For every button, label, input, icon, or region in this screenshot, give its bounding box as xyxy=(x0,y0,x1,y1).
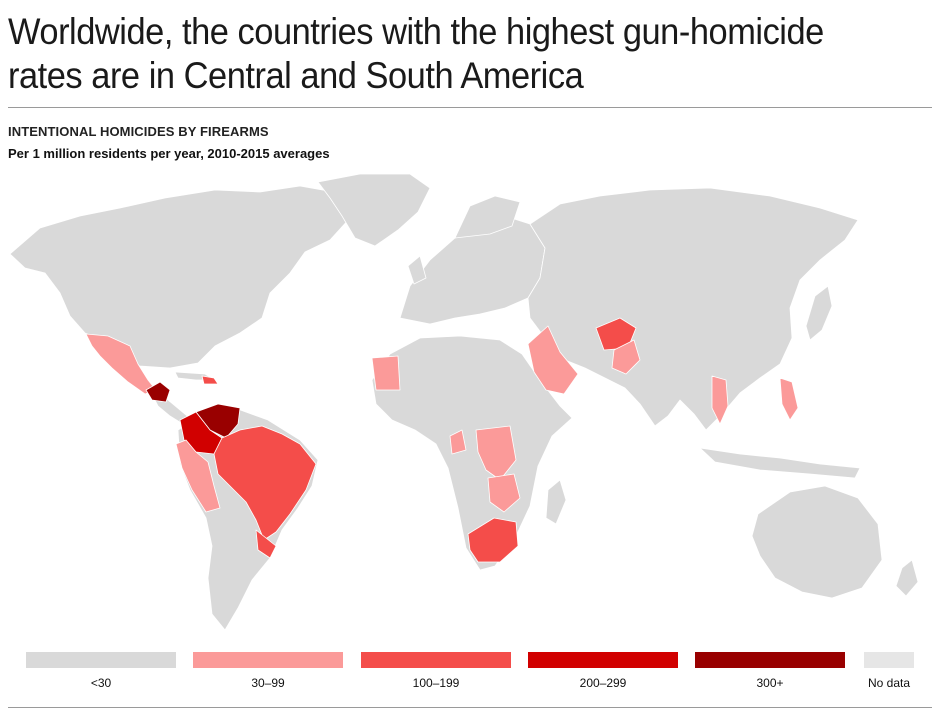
legend-label-100-199: 100–199 xyxy=(412,676,460,690)
world-map xyxy=(0,168,932,638)
region-indonesia xyxy=(699,447,861,479)
region-japan xyxy=(805,285,833,341)
highlighted-countries xyxy=(85,317,799,563)
legend-label-nodata: No data xyxy=(867,676,911,690)
legend: <30 30–99 100–199 200–299 300+ No data xyxy=(0,650,932,700)
divider xyxy=(8,107,932,108)
country-ecuador-peru xyxy=(175,439,221,513)
country-congo xyxy=(449,429,467,455)
region-asia xyxy=(527,187,859,431)
country-saudi-arabia xyxy=(527,325,579,395)
region-new-zealand xyxy=(895,559,919,597)
chart-subtitle: Per 1 million residents per year, 2010-2… xyxy=(8,146,330,161)
legend-label-200-299: 200–299 xyxy=(579,676,627,690)
legend-swatch-30-99 xyxy=(193,652,343,668)
chart-kicker: INTENTIONAL HOMICIDES BY FIREARMS xyxy=(8,124,269,139)
legend-swatch-100-199 xyxy=(361,652,511,668)
country-caribbean xyxy=(201,375,219,385)
country-paraguay-uruguay xyxy=(255,529,277,559)
country-mali-mauritania xyxy=(371,355,401,391)
region-north-america xyxy=(9,185,351,369)
country-south-africa xyxy=(467,517,519,563)
legend-label-30-99: 30–99 xyxy=(251,676,285,690)
country-afghanistan xyxy=(595,317,637,351)
region-australia xyxy=(751,485,883,599)
country-zimbabwe-mozambique xyxy=(487,473,521,513)
country-philippines xyxy=(779,377,799,421)
country-pakistan xyxy=(611,339,641,375)
landmass-base xyxy=(9,173,919,631)
legend-swatch-nodata xyxy=(864,652,914,668)
country-honduras xyxy=(145,381,171,403)
divider-bottom xyxy=(8,707,932,708)
region-africa xyxy=(371,335,573,571)
legend-swatch-200-299 xyxy=(528,652,678,668)
country-thailand xyxy=(711,375,729,425)
country-brazil xyxy=(213,425,317,541)
page-title: Worldwide, the countries with the highes… xyxy=(8,11,824,96)
legend-label-300plus: 300+ xyxy=(756,676,784,690)
region-madagascar xyxy=(545,479,567,525)
legend-swatch-lt30 xyxy=(26,652,176,668)
legend-label-lt30: <30 xyxy=(90,676,112,690)
region-greenland xyxy=(317,173,431,247)
legend-swatch-300plus xyxy=(695,652,845,668)
region-uk xyxy=(407,255,427,285)
region-scandinavia xyxy=(454,195,521,239)
